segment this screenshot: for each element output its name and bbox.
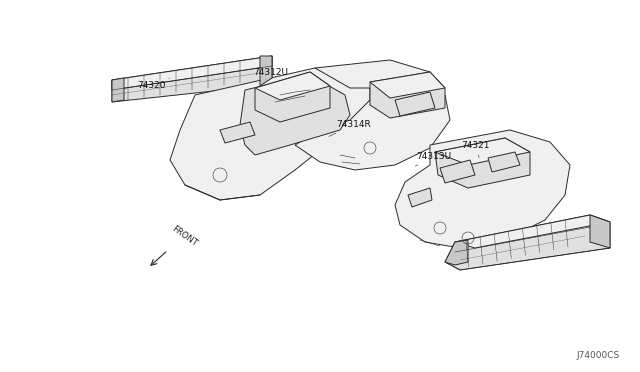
- Polygon shape: [255, 72, 330, 100]
- Polygon shape: [455, 215, 610, 248]
- Polygon shape: [370, 72, 445, 98]
- Polygon shape: [445, 240, 468, 265]
- Text: 74320: 74320: [138, 78, 170, 90]
- Polygon shape: [590, 215, 610, 248]
- Polygon shape: [240, 75, 350, 155]
- Polygon shape: [408, 188, 432, 207]
- Polygon shape: [440, 160, 475, 183]
- Polygon shape: [112, 56, 272, 102]
- Text: 74313U: 74313U: [415, 152, 451, 166]
- Polygon shape: [488, 152, 520, 172]
- Polygon shape: [435, 138, 530, 188]
- Polygon shape: [170, 68, 380, 200]
- Text: 74321: 74321: [461, 141, 490, 157]
- Polygon shape: [395, 130, 570, 248]
- Text: 74312U: 74312U: [253, 68, 288, 80]
- Polygon shape: [255, 72, 330, 122]
- Polygon shape: [260, 56, 272, 86]
- Polygon shape: [445, 215, 610, 270]
- Polygon shape: [112, 56, 272, 90]
- Polygon shape: [395, 92, 435, 116]
- Polygon shape: [435, 138, 530, 165]
- Text: FRONT: FRONT: [170, 224, 198, 248]
- Text: 74314R: 74314R: [329, 120, 371, 137]
- Polygon shape: [295, 60, 450, 170]
- Polygon shape: [112, 78, 124, 102]
- Text: J74000CS: J74000CS: [577, 351, 620, 360]
- Polygon shape: [370, 72, 445, 118]
- Polygon shape: [220, 122, 255, 143]
